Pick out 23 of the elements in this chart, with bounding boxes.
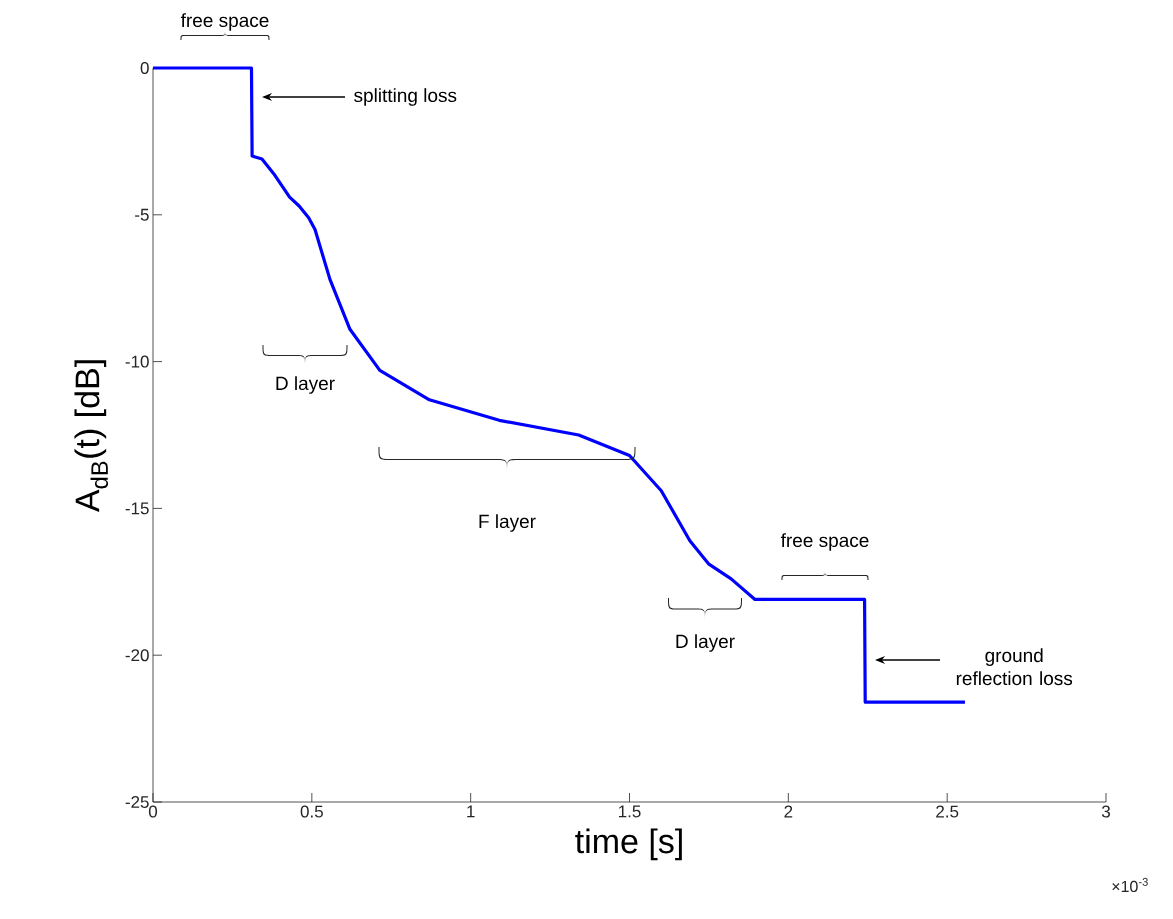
annotation: ground reflection loss <box>956 648 1073 686</box>
x-tick-label: 2 <box>784 805 793 818</box>
y-tick-label: -5 <box>135 208 149 221</box>
annotation: splitting loss <box>354 88 457 106</box>
y-tick-label: -10 <box>125 355 149 368</box>
text: ×10$^{-3}$ <box>1112 877 1148 893</box>
text: free space <box>180 13 269 31</box>
y-tick-label: -25 <box>125 795 149 809</box>
x-tick-label: 1.5 <box>618 805 641 818</box>
annotation: D layer <box>676 634 735 652</box>
y-tick-label: 0 <box>140 61 149 75</box>
annotation: D layer <box>276 376 335 394</box>
x-tick-label: 0 <box>148 805 158 818</box>
x-tick-label: 1 <box>467 805 475 818</box>
annotation: F layer <box>479 514 536 532</box>
y-tick-label: -20 <box>125 649 149 662</box>
x-axis-title: time [s] <box>575 828 682 861</box>
x-tick-label: 0.5 <box>300 805 323 818</box>
x-tick-label: 2.5 <box>936 805 959 818</box>
y-tick-label: -15 <box>125 502 149 515</box>
y-axis-title: A$_{dB}$(t) [dB] <box>74 360 109 513</box>
annotation: free space <box>780 533 869 551</box>
x-tick-label: 3 <box>1101 805 1110 818</box>
